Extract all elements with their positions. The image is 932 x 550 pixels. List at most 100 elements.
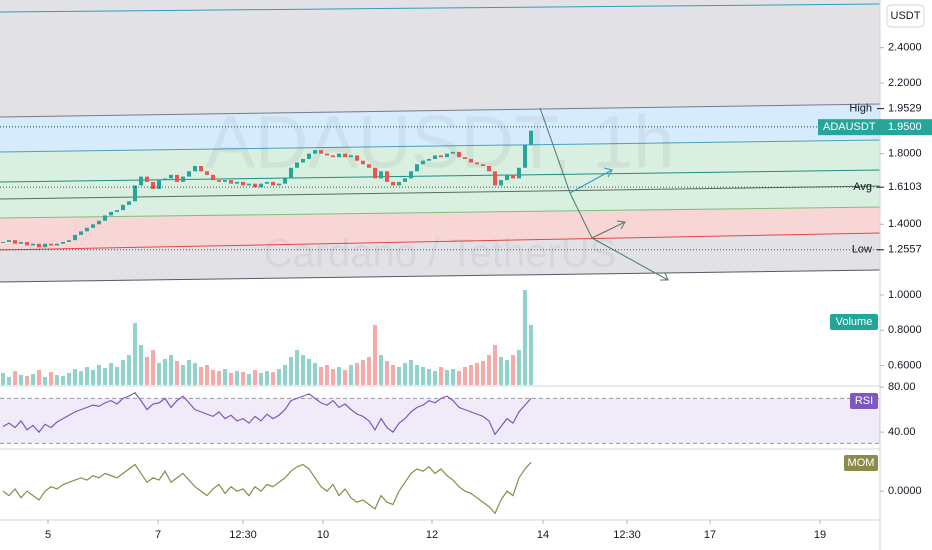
candle	[139, 176, 143, 186]
volume-bar	[139, 345, 143, 385]
mom-tick-label: 0.0000	[888, 485, 922, 497]
volume-bar	[103, 368, 107, 385]
channel-line	[0, 206, 881, 219]
candle	[499, 180, 503, 186]
unit-box[interactable]	[886, 4, 925, 28]
volume-bar	[13, 371, 17, 385]
volume-bar	[529, 325, 533, 385]
candle	[109, 211, 113, 216]
channel-line	[0, 185, 881, 200]
volume-bar	[517, 350, 521, 385]
volume-bar	[157, 363, 161, 385]
volume-bar	[205, 365, 209, 385]
volume-bar	[415, 365, 419, 385]
channel-green	[0, 140, 880, 218]
volume-bar	[337, 367, 341, 385]
projection-leg	[569, 169, 613, 194]
volume-bar	[361, 360, 365, 385]
rsi-tick-label: 40.00	[888, 426, 916, 438]
channel-red	[0, 207, 880, 250]
candle	[223, 180, 227, 182]
volume-bar	[319, 367, 323, 385]
candle	[379, 171, 383, 179]
volume-bar	[427, 369, 431, 385]
price-tick-label: 1.0000	[888, 289, 922, 301]
candle	[331, 155, 335, 158]
candle	[469, 158, 473, 163]
candle	[43, 243, 47, 248]
volume-bar	[7, 377, 11, 385]
candle	[31, 243, 35, 246]
volume-bar	[235, 371, 239, 385]
channel-line	[0, 269, 881, 283]
candle	[319, 150, 323, 154]
volume-bar	[313, 363, 317, 385]
candle	[127, 201, 131, 205]
volume-bar	[163, 359, 167, 385]
volume-bar	[151, 350, 155, 385]
channel-line	[0, 3, 881, 13]
volume-bar	[409, 360, 413, 385]
price-tick-label: 0.6000	[888, 359, 922, 371]
candle	[493, 171, 497, 186]
volume-bar	[433, 371, 437, 385]
candle	[85, 227, 89, 232]
time-label: 12	[426, 529, 438, 541]
volume-bar	[373, 325, 377, 385]
candle	[49, 243, 53, 246]
volume-bar	[421, 367, 425, 385]
pane-tag	[850, 393, 878, 409]
volume-bar	[43, 377, 47, 385]
volume-bar	[187, 360, 191, 385]
candle	[19, 241, 23, 244]
volume-bar	[283, 365, 287, 385]
volume-bar	[121, 360, 125, 385]
volume-bar	[385, 361, 389, 385]
volume-bar	[391, 365, 395, 385]
candle	[283, 178, 287, 184]
volume-bar	[475, 363, 479, 385]
volume-bar	[457, 371, 461, 385]
time-label: 7	[155, 529, 161, 541]
volume-bar	[97, 365, 101, 385]
projection	[539, 107, 669, 281]
candle	[421, 160, 425, 165]
candle	[199, 166, 203, 172]
volume-bar	[127, 355, 131, 385]
projection-leg	[591, 237, 669, 281]
time-label: 5	[45, 529, 51, 541]
candle	[433, 155, 437, 159]
series-layer: 2.4000 2.2000 1.8000 1.4000 1.0000 0.8000 0.60…	[0, 42, 932, 541]
candle	[439, 155, 443, 158]
candle	[217, 180, 221, 182]
volume-bar	[181, 365, 185, 385]
time-label: 12:30	[613, 529, 641, 541]
candle	[403, 178, 407, 182]
candle	[487, 166, 491, 172]
volume-bar	[1, 373, 5, 385]
volume-bar	[259, 373, 263, 385]
candle	[337, 153, 341, 158]
candle	[103, 215, 107, 221]
candle	[181, 176, 185, 182]
volume-bar	[175, 361, 179, 385]
candle	[13, 240, 17, 244]
volume-bar	[25, 376, 29, 385]
volume-bar	[49, 372, 53, 385]
volume-bar	[295, 350, 299, 385]
volume-bar	[223, 369, 227, 385]
arrow-head	[616, 220, 626, 230]
candle	[529, 130, 533, 145]
candle	[277, 183, 281, 186]
price-tick-label: 1.8000	[888, 148, 922, 160]
candle	[7, 240, 11, 242]
volume-bar	[493, 345, 497, 385]
time-label: 12:30	[229, 529, 257, 541]
candle	[481, 164, 485, 167]
candle	[37, 243, 41, 248]
volume-bar	[367, 357, 371, 385]
candle	[175, 174, 179, 182]
volume-bar	[289, 357, 293, 385]
price-tick-label: 2.4000	[888, 42, 922, 54]
volume-bar	[355, 363, 359, 385]
